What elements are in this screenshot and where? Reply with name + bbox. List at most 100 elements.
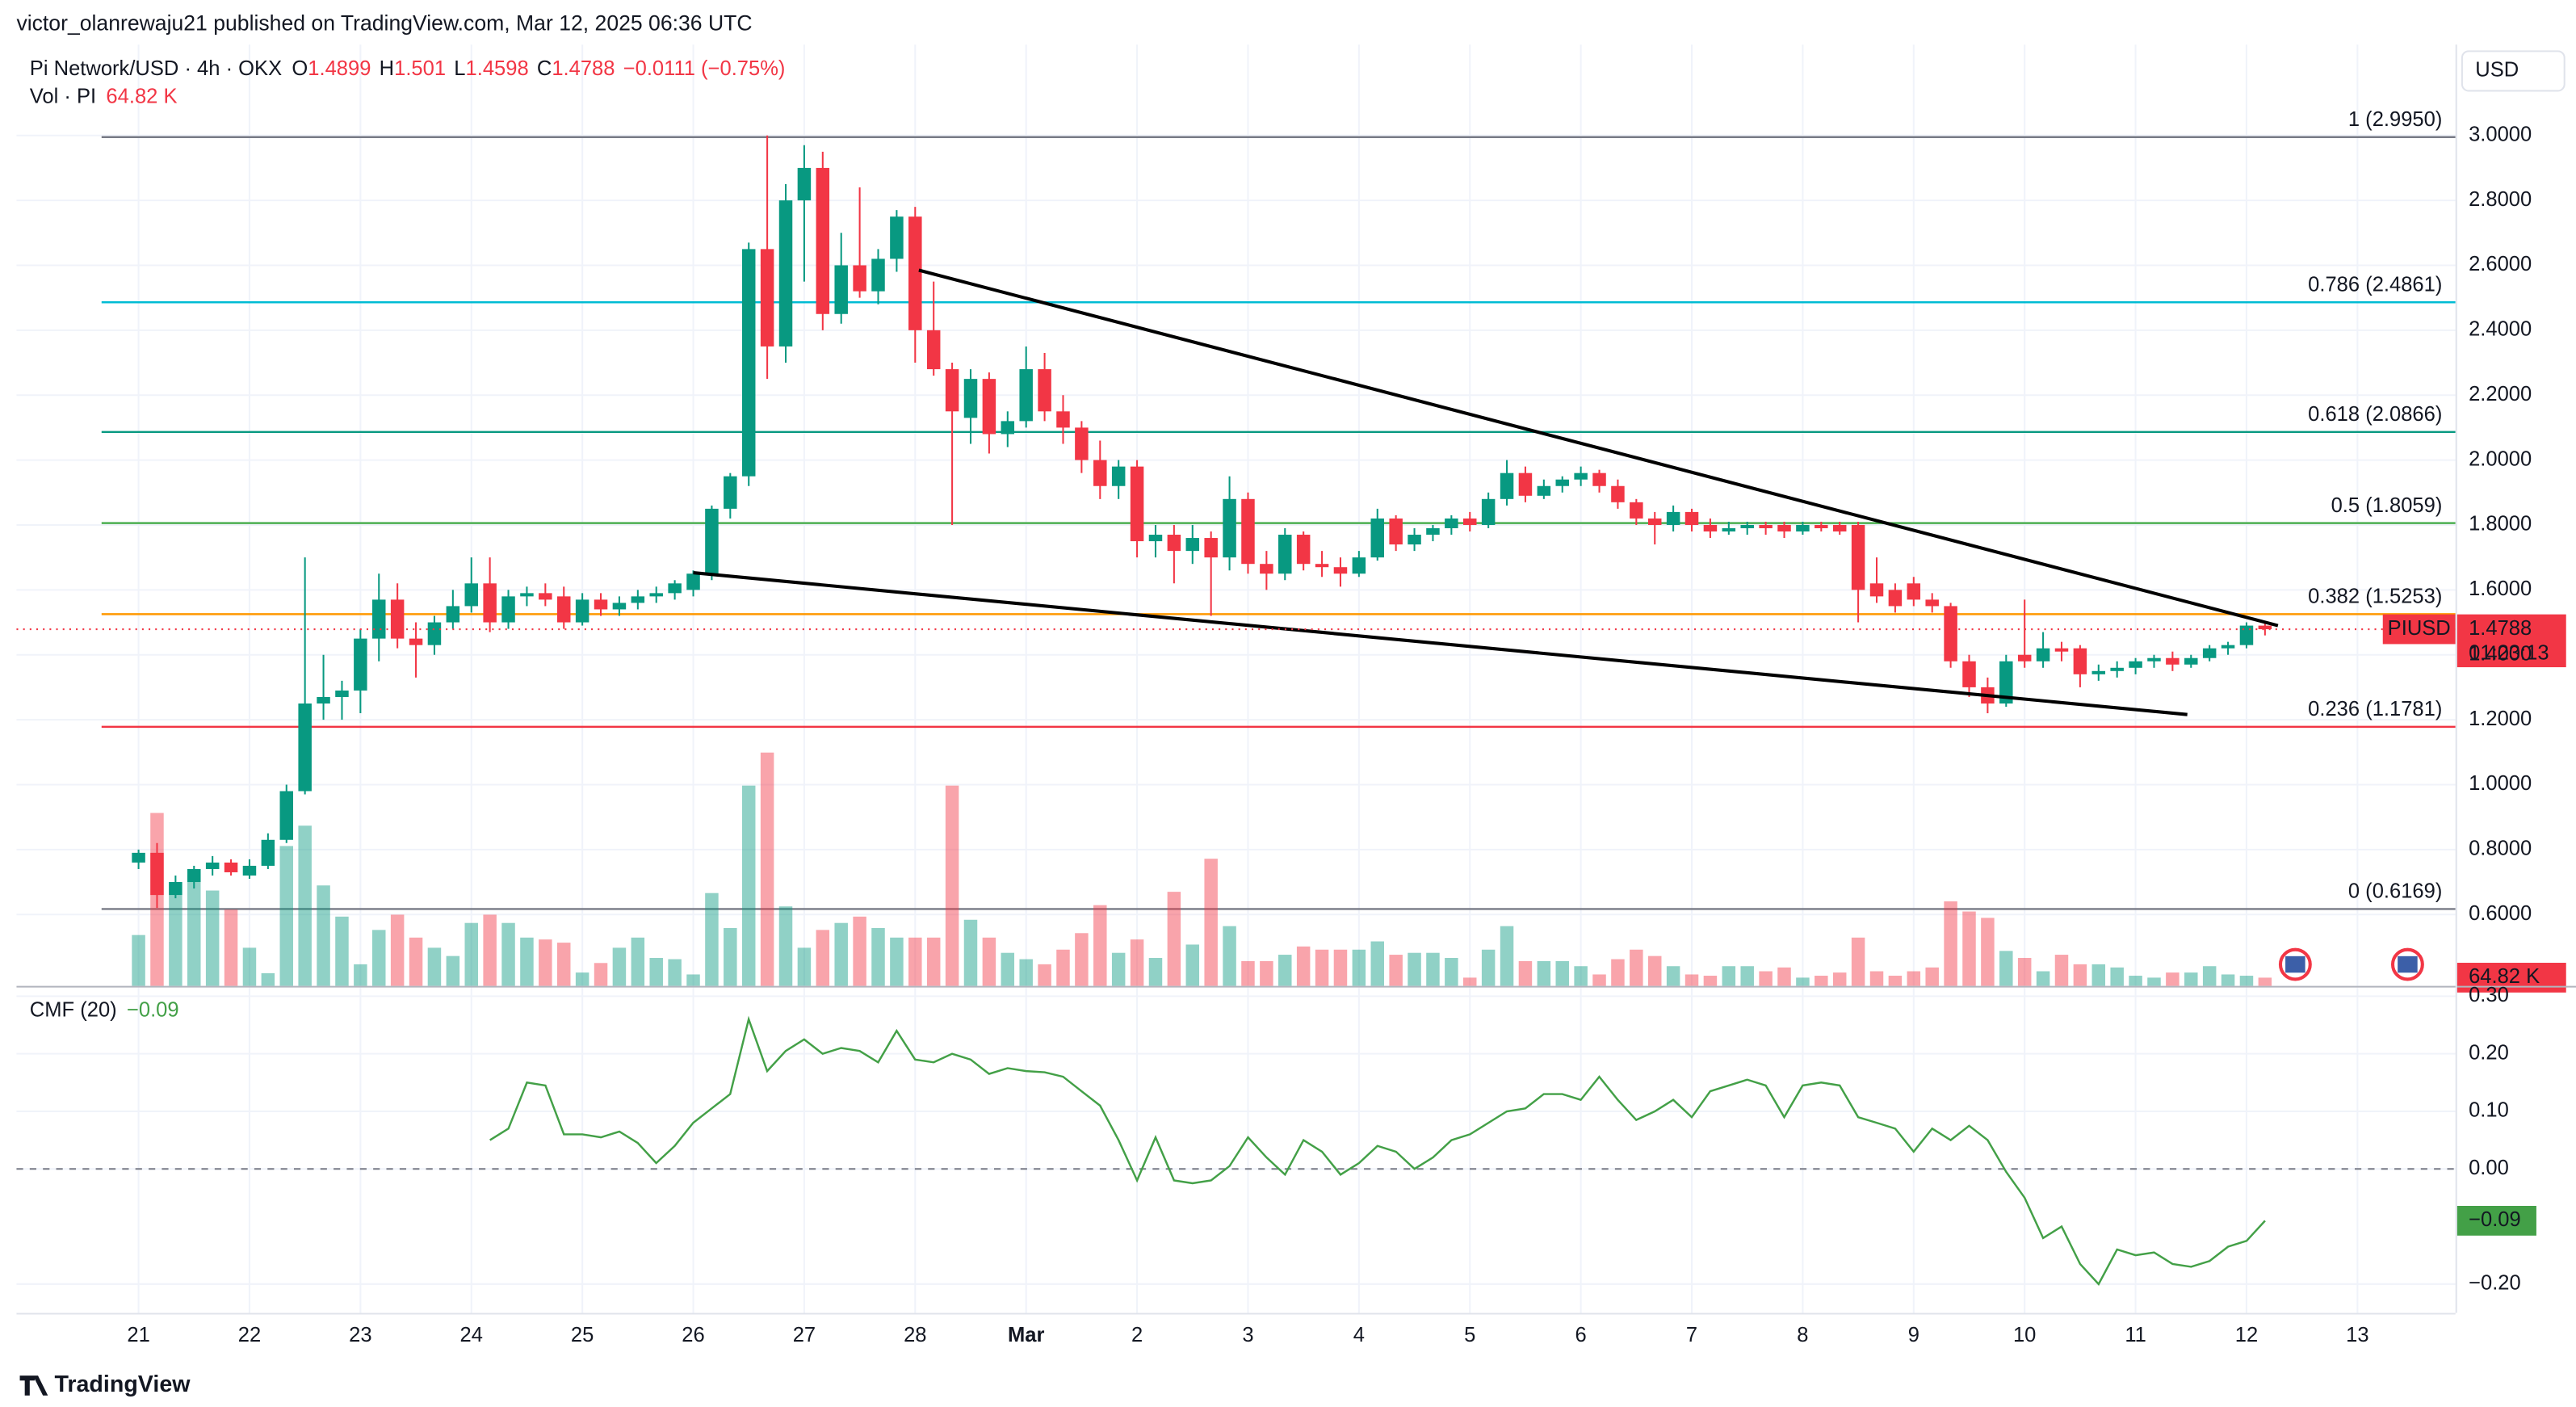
x-tick-label: 7 bbox=[1686, 1324, 1697, 1346]
volume-bar bbox=[1185, 944, 1200, 986]
volume-bar bbox=[1426, 952, 1440, 986]
x-tick-label: 10 bbox=[2013, 1324, 2036, 1346]
volume-bar bbox=[1204, 859, 1218, 986]
volume-value: 64.82 K bbox=[106, 85, 177, 107]
candle-body bbox=[2184, 657, 2198, 665]
cmf-line bbox=[489, 1015, 2266, 1286]
currency[interactable]: USD bbox=[2475, 59, 2519, 82]
volume-bar bbox=[317, 885, 330, 986]
candle-body bbox=[1722, 527, 1736, 532]
cmf-value: −0.09 bbox=[127, 998, 179, 1021]
candle-body bbox=[1185, 538, 1200, 552]
volume-bar bbox=[705, 892, 719, 986]
candle-body bbox=[317, 696, 330, 704]
logo-mark bbox=[19, 1376, 48, 1396]
candle-body bbox=[982, 379, 996, 435]
candle-body bbox=[1167, 535, 1181, 552]
cmf-title: CMF (20) bbox=[30, 998, 117, 1021]
volume-bar bbox=[908, 937, 922, 986]
candle-body bbox=[1315, 564, 1329, 568]
candle-body bbox=[1296, 535, 1311, 565]
volume-badge-label: 64.82 K bbox=[2469, 965, 2540, 988]
volume-bar bbox=[1851, 937, 1865, 986]
ohlc-key: C bbox=[537, 57, 552, 80]
candle-body bbox=[1278, 535, 1292, 574]
candle-body bbox=[1630, 502, 1643, 519]
volume-bar bbox=[1888, 976, 1903, 986]
volume-bar bbox=[1555, 960, 1569, 986]
legend-cmf: CMF (20) −0.09 bbox=[30, 998, 179, 1021]
volume-bar bbox=[1333, 949, 1348, 986]
candles bbox=[132, 135, 2272, 909]
candle-body bbox=[224, 862, 238, 872]
volume-bar bbox=[1093, 905, 1107, 986]
candle-body bbox=[2202, 648, 2217, 658]
volume-bar bbox=[1907, 971, 1921, 986]
candle-body bbox=[1555, 479, 1569, 486]
candle-body bbox=[797, 167, 812, 201]
candle-body bbox=[1426, 527, 1440, 536]
candle-body bbox=[1647, 518, 1662, 525]
candle-body bbox=[1333, 567, 1348, 574]
candle-body bbox=[1999, 661, 2013, 704]
y-tick-label: 2.0000 bbox=[2469, 447, 2532, 470]
fib-levels: 1 (2.9950) 0.786 (2.4861) 0.618 (2.0866) 0.… bbox=[101, 108, 2456, 910]
candle-body bbox=[1796, 524, 1810, 532]
candle-body bbox=[372, 599, 386, 639]
volume-bar bbox=[261, 972, 275, 986]
candle-body bbox=[1611, 485, 1625, 502]
x-tick-label: 5 bbox=[1464, 1324, 1475, 1346]
x-tick-label: 8 bbox=[1797, 1324, 1808, 1346]
volume-bar bbox=[2110, 967, 2124, 986]
x-tick-label: 24 bbox=[460, 1324, 483, 1346]
candle-body bbox=[2221, 645, 2235, 649]
logo: TradingView bbox=[54, 1371, 191, 1397]
candle-body bbox=[816, 167, 830, 314]
x-tick-label: 11 bbox=[2125, 1324, 2146, 1346]
x-tick-label: 9 bbox=[1908, 1324, 1919, 1346]
volume-bar bbox=[1666, 966, 1680, 986]
x-tick-label: 3 bbox=[1242, 1324, 1253, 1346]
volume-bar bbox=[1815, 976, 1828, 986]
candle-body bbox=[1684, 511, 1699, 525]
candle-body bbox=[2036, 648, 2050, 662]
x-tick-label: 4 bbox=[1353, 1324, 1365, 1346]
candle-body bbox=[594, 599, 608, 610]
volume-bar bbox=[2091, 964, 2106, 986]
volume-bar bbox=[649, 957, 663, 986]
high-value: 1.501 bbox=[394, 57, 446, 80]
volume-bar bbox=[1869, 971, 1884, 986]
candle-body bbox=[890, 216, 904, 259]
volume-bar bbox=[1389, 955, 1403, 986]
candle-body bbox=[2166, 657, 2180, 665]
volume-bar bbox=[2166, 972, 2180, 986]
candle-body bbox=[2258, 625, 2272, 630]
fib-label: 0.786 (2.4861) bbox=[2308, 274, 2442, 296]
volume-bar bbox=[501, 922, 515, 986]
cmf-tick-label: 0.30 bbox=[2469, 984, 2509, 1006]
y-tick-label: 1.8000 bbox=[2469, 513, 2532, 536]
cmf-badge bbox=[2456, 1205, 2536, 1236]
y-tick-label: 3.0000 bbox=[2469, 123, 2532, 145]
volume-bar bbox=[224, 909, 238, 986]
volume-bar bbox=[1445, 957, 1458, 986]
volume-bar bbox=[464, 922, 478, 986]
volume-bar bbox=[1722, 966, 1736, 986]
volume-bar bbox=[335, 916, 349, 986]
volume-bar bbox=[963, 919, 978, 986]
currency-box[interactable] bbox=[2461, 50, 2566, 92]
volume-bar bbox=[890, 937, 904, 986]
volume-bar bbox=[1019, 959, 1033, 986]
volume-bar bbox=[242, 947, 257, 986]
volume-bar bbox=[539, 939, 552, 986]
y-tick-label: 1.4000 bbox=[2469, 642, 2532, 665]
volume-bar bbox=[1481, 949, 1496, 986]
volume-bar bbox=[816, 930, 830, 986]
volume-bar bbox=[1148, 957, 1163, 986]
close-value: 1.4788 bbox=[552, 57, 615, 80]
cmf-tick-label: 0.10 bbox=[2469, 1099, 2509, 1122]
fib-label: 0 (0.6169) bbox=[2348, 880, 2442, 903]
y-tick-label: 1.6000 bbox=[2469, 578, 2532, 600]
ohlc-key: O bbox=[292, 57, 308, 80]
